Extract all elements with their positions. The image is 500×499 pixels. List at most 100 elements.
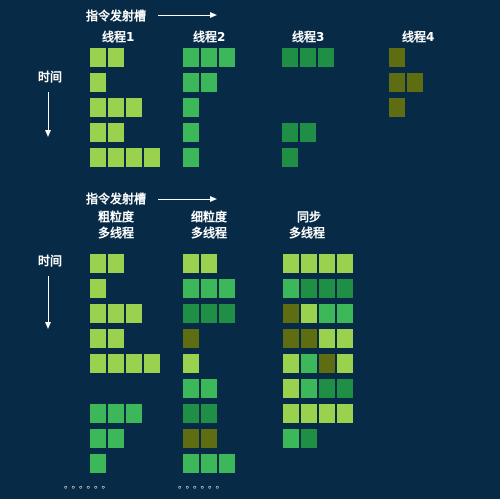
thread1-slot <box>90 148 106 167</box>
coarse-grained-slot <box>144 354 160 373</box>
fine-grained-slot <box>183 354 199 373</box>
simultaneous-slot <box>301 404 317 423</box>
fine-grained-slot <box>183 454 199 473</box>
simultaneous-slot <box>319 304 335 323</box>
thread3-slot <box>282 48 298 67</box>
simultaneous-label-2: 多线程 <box>289 226 326 240</box>
thread2-slot <box>183 73 199 92</box>
coarse-grained-slot <box>90 354 106 373</box>
thread1-slot <box>108 98 124 117</box>
simultaneous-slot <box>283 354 299 373</box>
thread1-slot <box>90 123 106 142</box>
simultaneous-slot <box>319 404 335 423</box>
thread3-slot <box>300 48 316 67</box>
time-arrow-bottom-head <box>45 322 51 329</box>
thread2-slot <box>219 48 235 67</box>
issue-slot-arrow-bottom-line <box>158 199 210 200</box>
coarse-grained-slot <box>90 404 106 423</box>
fine-grained-slot <box>183 329 199 348</box>
ellipsis-coarse: 。。。。。。 <box>64 481 114 491</box>
issue-slot-arrow-top-head <box>210 12 217 18</box>
simultaneous-slot <box>283 254 299 273</box>
thread2-slot <box>201 73 217 92</box>
thread3-slot <box>318 48 334 67</box>
time-label-bottom: 时间 <box>38 254 63 268</box>
simultaneous-slot <box>319 329 335 348</box>
coarse-grained-slot <box>126 404 142 423</box>
fine-grained-slot <box>183 429 199 448</box>
fine-grained-slot <box>201 429 217 448</box>
simultaneous-slot <box>283 304 299 323</box>
coarse-grained-slot <box>108 329 124 348</box>
simultaneous-slot <box>319 254 335 273</box>
issue-slot-label-top: 指令发射槽 <box>86 9 147 23</box>
coarse-grained-slot <box>126 304 142 323</box>
thread1-slot <box>126 148 142 167</box>
simultaneous-slot <box>283 279 299 298</box>
fine-grained-slot <box>183 379 199 398</box>
coarse-grained-slot <box>90 454 106 473</box>
fine-grained-slot <box>201 404 217 423</box>
simultaneous-slot <box>301 429 317 448</box>
simultaneous-slot <box>337 304 353 323</box>
simultaneous-slot <box>337 279 353 298</box>
fine-grained-slot <box>183 304 199 323</box>
thread3-label: 线程3 <box>292 30 325 44</box>
time-label-top: 时间 <box>38 70 63 84</box>
coarse-grained-slot <box>126 354 142 373</box>
fine-grained-slot <box>201 454 217 473</box>
simultaneous-slot <box>283 379 299 398</box>
thread4-slot <box>389 98 405 117</box>
thread1-slot <box>90 48 106 67</box>
coarse-grained-slot <box>108 429 124 448</box>
coarse-grained-label-2: 多线程 <box>98 226 135 240</box>
thread4-slot <box>389 48 405 67</box>
time-arrow-top-line <box>48 92 49 130</box>
simultaneous-slot <box>301 329 317 348</box>
thread2-slot <box>201 48 217 67</box>
fine-grained-slot <box>183 279 199 298</box>
fine-grained-slot <box>183 404 199 423</box>
fine-grained-label-2: 多线程 <box>191 226 228 240</box>
thread4-slot <box>407 73 423 92</box>
simultaneous-slot <box>337 379 353 398</box>
coarse-grained-slot <box>90 429 106 448</box>
coarse-grained-slot <box>108 404 124 423</box>
simultaneous-slot <box>301 254 317 273</box>
coarse-grained-slot <box>90 329 106 348</box>
thread1-slot <box>108 148 124 167</box>
thread3-slot <box>282 148 298 167</box>
issue-slot-arrow-bottom-head <box>210 196 217 202</box>
simultaneous-slot <box>301 279 317 298</box>
simultaneous-slot <box>337 254 353 273</box>
thread2-slot <box>183 98 199 117</box>
issue-slot-arrow-top-line <box>158 15 210 16</box>
thread1-label: 线程1 <box>102 30 135 44</box>
simultaneous-slot <box>283 329 299 348</box>
fine-grained-slot <box>201 379 217 398</box>
time-arrow-top-head <box>45 130 51 137</box>
thread1-slot <box>90 73 106 92</box>
thread1-slot <box>90 98 106 117</box>
fine-grained-slot <box>219 454 235 473</box>
coarse-grained-slot <box>108 354 124 373</box>
simultaneous-slot <box>283 404 299 423</box>
coarse-grained-slot <box>90 279 106 298</box>
fine-grained-slot <box>183 254 199 273</box>
fine-grained-label-1: 细粒度 <box>191 210 228 224</box>
thread2-slot <box>183 48 199 67</box>
coarse-grained-label-1: 粗粒度 <box>98 210 135 224</box>
fine-grained-slot <box>201 254 217 273</box>
thread3-slot <box>282 123 298 142</box>
fine-grained-slot <box>201 279 217 298</box>
simultaneous-label-1: 同步 <box>297 210 322 224</box>
thread1-slot <box>108 48 124 67</box>
thread4-label: 线程4 <box>402 30 435 44</box>
simultaneous-slot <box>301 354 317 373</box>
simultaneous-slot <box>301 379 317 398</box>
thread1-slot <box>126 98 142 117</box>
thread2-label: 线程2 <box>193 30 226 44</box>
thread1-slot <box>108 123 124 142</box>
coarse-grained-slot <box>108 304 124 323</box>
coarse-grained-slot <box>90 304 106 323</box>
